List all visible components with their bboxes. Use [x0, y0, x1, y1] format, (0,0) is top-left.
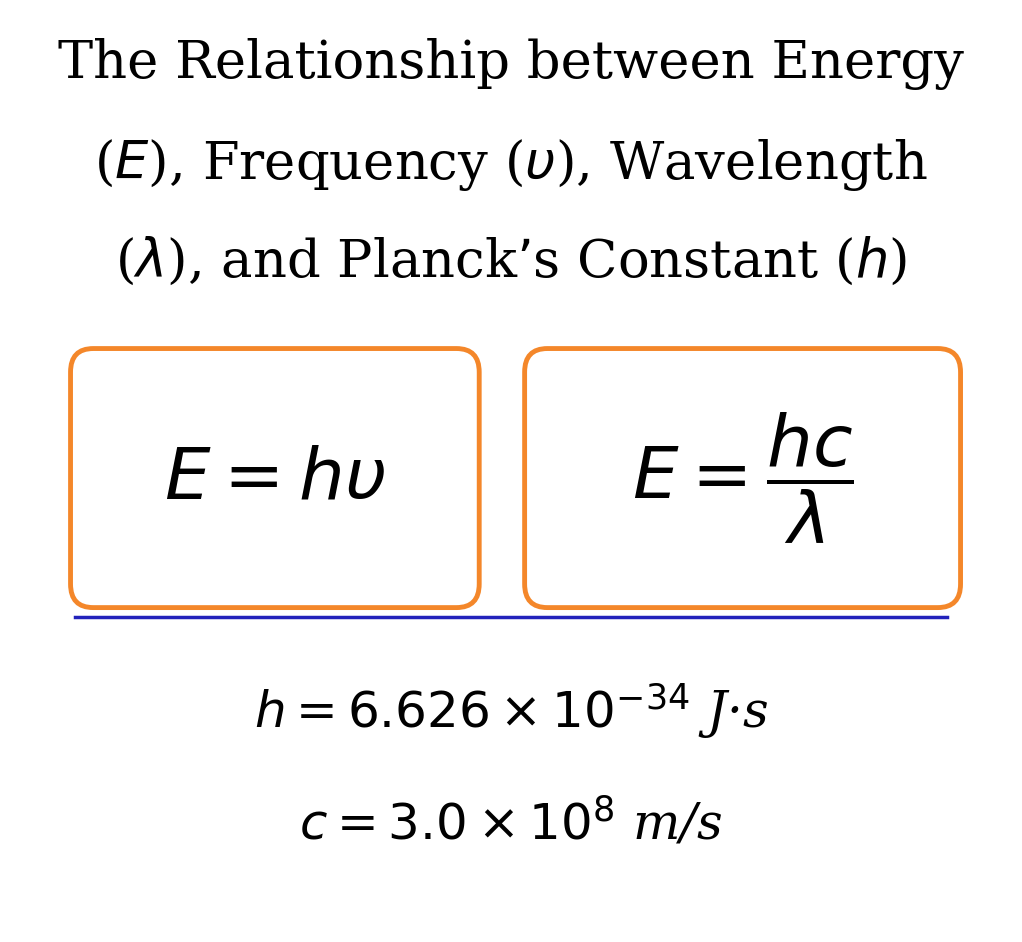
FancyBboxPatch shape: [71, 349, 479, 608]
Text: ($E$), Frequency ($\upsilon$), Wavelength: ($E$), Frequency ($\upsilon$), Wavelengt…: [94, 137, 928, 192]
Text: $E=h\upsilon$: $E=h\upsilon$: [165, 443, 385, 513]
Text: ($\lambda$), and Planck’s Constant ($h$): ($\lambda$), and Planck’s Constant ($h$): [115, 236, 907, 288]
Text: $E = \dfrac{hc}{\lambda}$: $E = \dfrac{hc}{\lambda}$: [632, 411, 853, 545]
FancyBboxPatch shape: [524, 349, 961, 608]
Text: $c = 3.0 \times 10^{8}$ m/s: $c = 3.0 \times 10^{8}$ m/s: [299, 798, 723, 851]
Text: The Relationship between Energy: The Relationship between Energy: [58, 38, 964, 89]
Text: $h = 6.626 \times 10^{-34}$ J·s: $h = 6.626 \times 10^{-34}$ J·s: [253, 681, 769, 741]
